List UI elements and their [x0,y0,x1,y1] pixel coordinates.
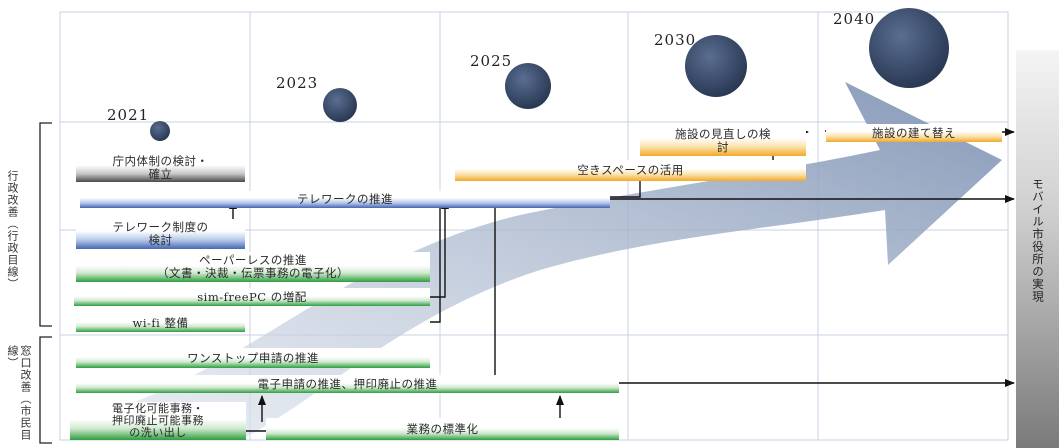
year-circle-2023 [323,88,357,122]
goal-label: モバイル市役所の実現 [1031,178,1045,303]
task-simfree-pc: sim-freePC の増配 [74,288,430,306]
task-e-application: 電子申請の推進、押印廃止の推進 [76,375,619,393]
task-telework-system-label: テレワーク制度の 検討 [112,220,209,247]
task-telework-system: テレワーク制度の 検討 [76,219,245,249]
task-facility-rebuild-label: 施設の建て替え [872,125,956,140]
category-admin-label: 行政改善（行政目線） [6,170,19,290]
task-digitizable-label: 電子化可能事務・ 押印廃止可能事務 の洗い出し [112,402,204,439]
task-facility-review-label: 施設の見直しの検 討 [675,127,771,154]
task-wifi-label: wi-fi 整備 [132,315,189,330]
task-internal-system-label: 庁内体制の検討・ 確立 [112,154,209,181]
category-window-label: 窓口改善（市民目線） [6,345,32,441]
task-internal-system: 庁内体制の検討・ 確立 [76,154,245,182]
task-standardize-label: 業務の標準化 [406,421,479,436]
year-label-2030: 2030 [654,31,697,49]
task-paperless: ペーパーレスの推進 （文書・決裁・伝票事務の電子化） [76,252,430,282]
year-label-2023: 2023 [276,74,319,92]
year-circle-2021 [150,121,170,141]
admin-bracket [39,122,52,327]
window-bracket [39,336,52,444]
task-telework-label: テレワークの推進 [297,192,393,206]
task-space-use-label: 空きスペースの活用 [577,163,684,177]
year-circle-2040 [869,8,949,88]
year-label-2040: 2040 [833,10,876,28]
connectors [229,127,1015,435]
task-simfree-pc-label: sim-freePC の増配 [197,289,307,304]
year-label-2025: 2025 [470,52,513,70]
task-e-application-label: 電子申請の推進、押印廃止の推進 [257,376,438,391]
task-onestop: ワンストップ申請の推進 [76,348,430,368]
task-digitizable: 電子化可能事務・ 押印廃止可能事務 の洗い出し [70,402,246,440]
task-standardize: 業務の標準化 [266,418,619,440]
task-onestop-label: ワンストップ申請の推進 [187,350,319,365]
task-wifi: wi-fi 整備 [76,314,245,332]
year-circle-2030 [685,35,747,97]
task-facility-rebuild: 施設の建て替え [826,124,1002,142]
task-paperless-label: ペーパーレスの推進 （文書・決裁・伝票事務の電子化） [157,253,349,280]
task-telework: テレワークの推進 [80,191,610,208]
task-facility-review: 施設の見直しの検 討 [640,126,806,156]
year-circle-2025 [505,63,551,109]
task-space-use: 空きスペースの活用 [455,160,806,181]
year-label-2021: 2021 [107,106,150,124]
goal-column: モバイル市役所の実現 [1016,50,1059,448]
